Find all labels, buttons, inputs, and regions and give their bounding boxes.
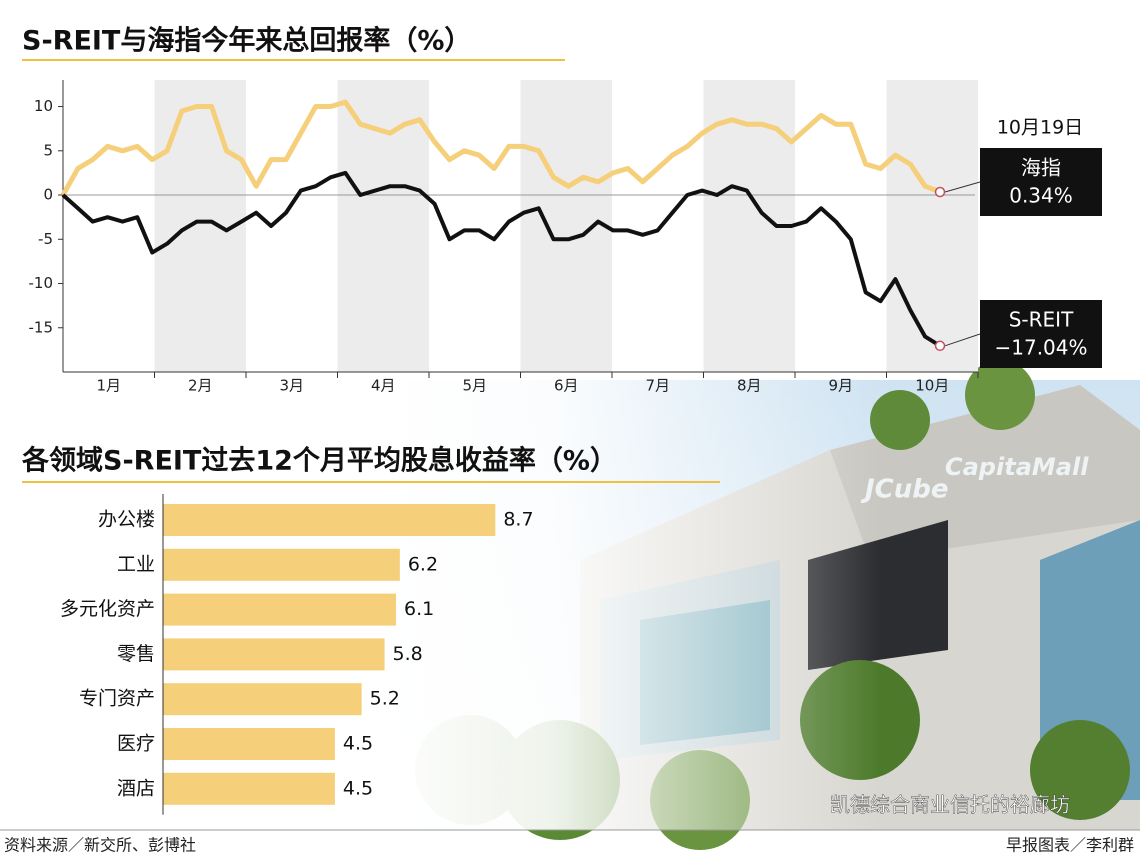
y-tick-label: 5 xyxy=(43,141,53,159)
end-point xyxy=(934,186,946,198)
y-tick-label: 10 xyxy=(34,97,53,115)
bar xyxy=(163,504,496,536)
x-tick-label: 6月 xyxy=(554,377,579,395)
line-chart: 1月 2月 3月 4月 5月 6月 7月 8月 9月 10月 10 5 0 -5 -10 -15 海指 0.34%… xyxy=(29,80,1102,395)
bar xyxy=(163,638,385,671)
bar xyxy=(163,772,335,805)
series-name: 海指 xyxy=(1021,156,1061,180)
category-label: 医疗 xyxy=(117,733,155,755)
photo-caption: 凯德综合商业信托的裕廊坊 xyxy=(830,793,1070,817)
x-tick-label: 10月 xyxy=(915,377,949,395)
x-tick-label: 4月 xyxy=(371,377,396,395)
month-band xyxy=(520,80,612,372)
end-label: 0.34% xyxy=(1009,184,1073,208)
label-box xyxy=(980,300,1102,368)
x-tick-label: 5月 xyxy=(462,377,487,395)
value-label: 5.8 xyxy=(393,643,423,665)
x-tick-label: 3月 xyxy=(279,377,304,395)
category-label: 零售 xyxy=(117,643,155,665)
series-name: S-REIT xyxy=(1009,308,1074,332)
bar xyxy=(163,548,400,581)
bar xyxy=(163,683,362,716)
credit: 早报图表／李利群 xyxy=(1006,836,1134,855)
month-band xyxy=(886,80,978,372)
category-label: 专门资产 xyxy=(79,688,155,710)
value-label: 6.2 xyxy=(408,553,438,575)
bar-title: 各领域S-REIT过去12个月平均股息收益率（%） xyxy=(21,445,617,477)
x-tick-label: 9月 xyxy=(828,377,853,395)
x-tick-label: 2月 xyxy=(188,377,213,395)
value-label: 4.5 xyxy=(343,777,373,799)
end-label: −17.04% xyxy=(994,336,1087,360)
value-label: 4.5 xyxy=(343,733,373,755)
bar xyxy=(163,728,335,760)
category-label: 酒店 xyxy=(117,777,155,799)
x-tick-label: 7月 xyxy=(645,377,670,395)
x-tick-label: 1月 xyxy=(96,377,121,395)
bar-chart: 办公楼 8.7 工业 6.2 多元化资产 6.1 零售 5.8 专门资产 5.2 医疗 4.5 酒店 4.… xyxy=(60,494,534,815)
svg-text:CapitaMall: CapitaMall xyxy=(945,453,1089,481)
month-band xyxy=(337,80,429,372)
line-title: S-REIT与海指今年来总回报率（%） xyxy=(22,25,471,57)
category-label: 多元化资产 xyxy=(60,598,155,620)
annotation: 10月19日 xyxy=(997,117,1083,139)
bar xyxy=(163,593,397,626)
photo: JCube CapitaMall xyxy=(380,360,1140,850)
end-point xyxy=(934,340,946,352)
y-tick-label: -5 xyxy=(38,230,53,248)
y-tick-label: -15 xyxy=(29,318,54,336)
series-line xyxy=(60,99,941,197)
value-label: 6.1 xyxy=(404,598,434,620)
value-label: 5.2 xyxy=(370,688,400,710)
category-label: 工业 xyxy=(117,553,155,575)
label-box xyxy=(980,148,1102,216)
series-line xyxy=(61,170,942,348)
source: 资料来源／新交所、彭博社 xyxy=(4,836,196,855)
y-tick-label: 0 xyxy=(43,186,53,204)
value-label: 8.7 xyxy=(503,509,533,531)
y-tick-label: -10 xyxy=(29,274,54,292)
x-tick-label: 8月 xyxy=(737,377,762,395)
category-label: 办公楼 xyxy=(98,509,155,531)
